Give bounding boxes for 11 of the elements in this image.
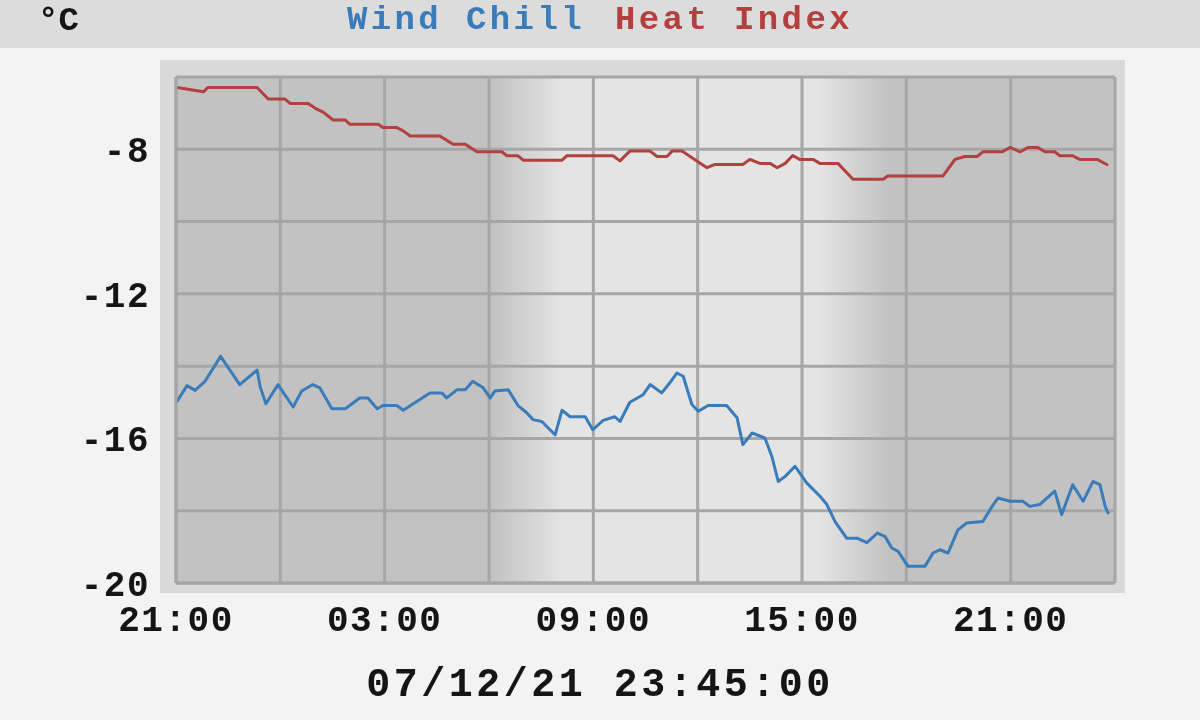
y-tick-label: -8 xyxy=(103,132,150,174)
x-tick-label: 15:00 xyxy=(744,600,860,642)
text: Heat Index xyxy=(615,1,854,39)
x-tick-label: 03:00 xyxy=(326,600,443,642)
y-axis-title: °C xyxy=(38,1,79,41)
text: Wind Chill xyxy=(346,1,585,39)
x-tick-label: 09:00 xyxy=(535,600,652,642)
y-tick-label: -16 xyxy=(80,421,150,463)
x-axis-title: 07/12/21 23:45:00 xyxy=(366,662,834,710)
x-tick-label: 21:00 xyxy=(952,600,1069,642)
y-tick-label: -12 xyxy=(80,276,150,318)
